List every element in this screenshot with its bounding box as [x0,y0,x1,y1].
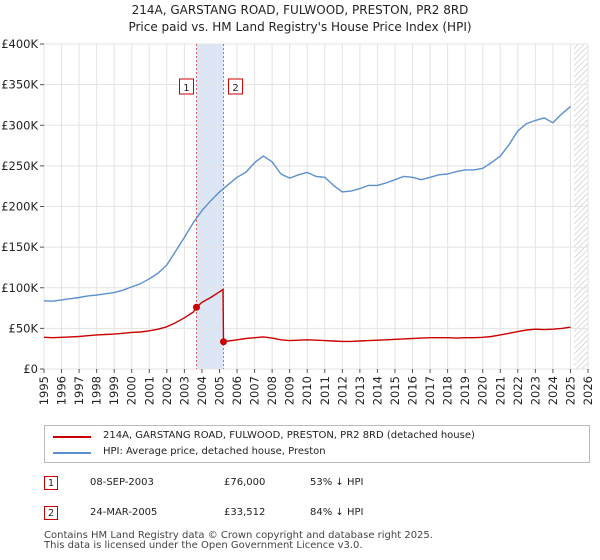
footer-line-2: This data is licensed under the Open Gov… [44,540,363,551]
x-tick-label: 1997 [72,376,86,405]
x-tick-label: 2011 [318,376,332,405]
sale-label-box: 1 [178,78,194,95]
hpi-line [43,106,571,302]
x-tick-label: 2013 [353,376,367,405]
y-tick-label: £150K [1,240,38,254]
transaction-price: £76,000 [224,477,266,488]
sale-point [220,338,228,346]
y-tick-label: £0 [23,362,38,376]
price-chart: 214A, GARSTANG ROAD, FULWOOD, PRESTON, P… [1,3,595,405]
y-tick-label: £200K [1,200,38,214]
x-tick-label: 2014 [370,376,384,405]
transaction-number: 1 [44,476,58,490]
legend-swatch-property [53,436,91,438]
x-tick-label: 2018 [441,376,455,405]
x-tick-label: 2007 [248,376,262,405]
y-tick-label: £250K [1,159,38,173]
chart-legend: 214A, GARSTANG ROAD, FULWOOD, PRESTON, P… [44,425,590,463]
x-tick-label: 1996 [55,376,69,405]
x-tick-label: 2025 [563,376,577,405]
x-tick-label: 2001 [142,376,156,405]
x-tick-label: 1999 [107,376,121,405]
x-tick-label: 2015 [388,376,402,405]
x-tick-label: 2022 [511,376,525,405]
x-tick-label: 1995 [37,376,51,405]
x-tick-label: 2017 [423,376,437,405]
transaction-date: 24-MAR-2005 [90,507,158,518]
y-tick-label: £50K [9,321,39,335]
legend-swatch-hpi [53,452,91,454]
sale-point [192,303,200,311]
chart-subtitle: Price paid vs. HM Land Registry's House … [128,20,471,34]
x-tick-label: 2000 [125,376,139,405]
transaction-number: 2 [44,506,58,520]
x-tick-label: 2019 [458,376,472,405]
x-tick-label: 2023 [528,376,542,405]
x-tick-label: 2006 [230,376,244,405]
x-tick-label: 2004 [195,376,209,405]
y-tick-label: £400K [1,37,38,51]
x-tick-label: 2008 [265,376,279,405]
sale-label-frame [178,78,194,95]
sale-label-frame [228,78,244,95]
footer-attribution: Contains HM Land Registry data © Crown c… [44,531,433,551]
transaction-row: 2 24-MAR-2005 £33,512 84% ↓ HPI [44,504,590,524]
x-tick-label: 2016 [406,376,420,405]
x-tick-label: 2012 [335,376,349,405]
chart-title: 214A, GARSTANG ROAD, FULWOOD, PRESTON, P… [132,3,469,17]
x-tick-label: 1998 [90,376,104,405]
x-tick-label: 2020 [476,376,490,405]
legend-item-property: 214A, GARSTANG ROAD, FULWOOD, PRESTON, P… [45,429,589,445]
y-tick-label: £100K [1,281,38,295]
legend-label-property: 214A, GARSTANG ROAD, FULWOOD, PRESTON, P… [103,430,475,441]
transaction-date: 08-SEP-2003 [90,477,154,488]
x-tick-label: 2021 [493,376,507,405]
footer-line-1: Contains HM Land Registry data © Crown c… [44,530,433,541]
y-tick-label: £300K [1,118,38,132]
legend-label-hpi: HPI: Average price, detached house, Pres… [103,446,326,457]
transaction-price: £33,512 [224,507,266,518]
x-tick-label: 2010 [300,376,314,405]
x-tick-label: 2009 [283,376,297,405]
x-tick-label: 2005 [212,376,226,405]
transaction-row: 1 08-SEP-2003 £76,000 53% ↓ HPI [44,474,590,494]
x-tick-label: 2024 [546,376,560,405]
transaction-hpi-delta: 53% ↓ HPI [310,477,364,488]
x-tick-label: 2026 [581,376,595,405]
sale-label-box: 2 [228,78,244,95]
x-tick-label: 2002 [160,376,174,405]
sale-label-number: 2 [232,83,238,94]
x-tick-label: 2003 [177,376,191,405]
legend-item-hpi: HPI: Average price, detached house, Pres… [45,445,589,461]
sale-label-number: 1 [183,83,189,94]
price-paid-line [43,288,571,343]
transaction-hpi-delta: 84% ↓ HPI [310,507,364,518]
y-tick-label: £350K [1,78,38,92]
